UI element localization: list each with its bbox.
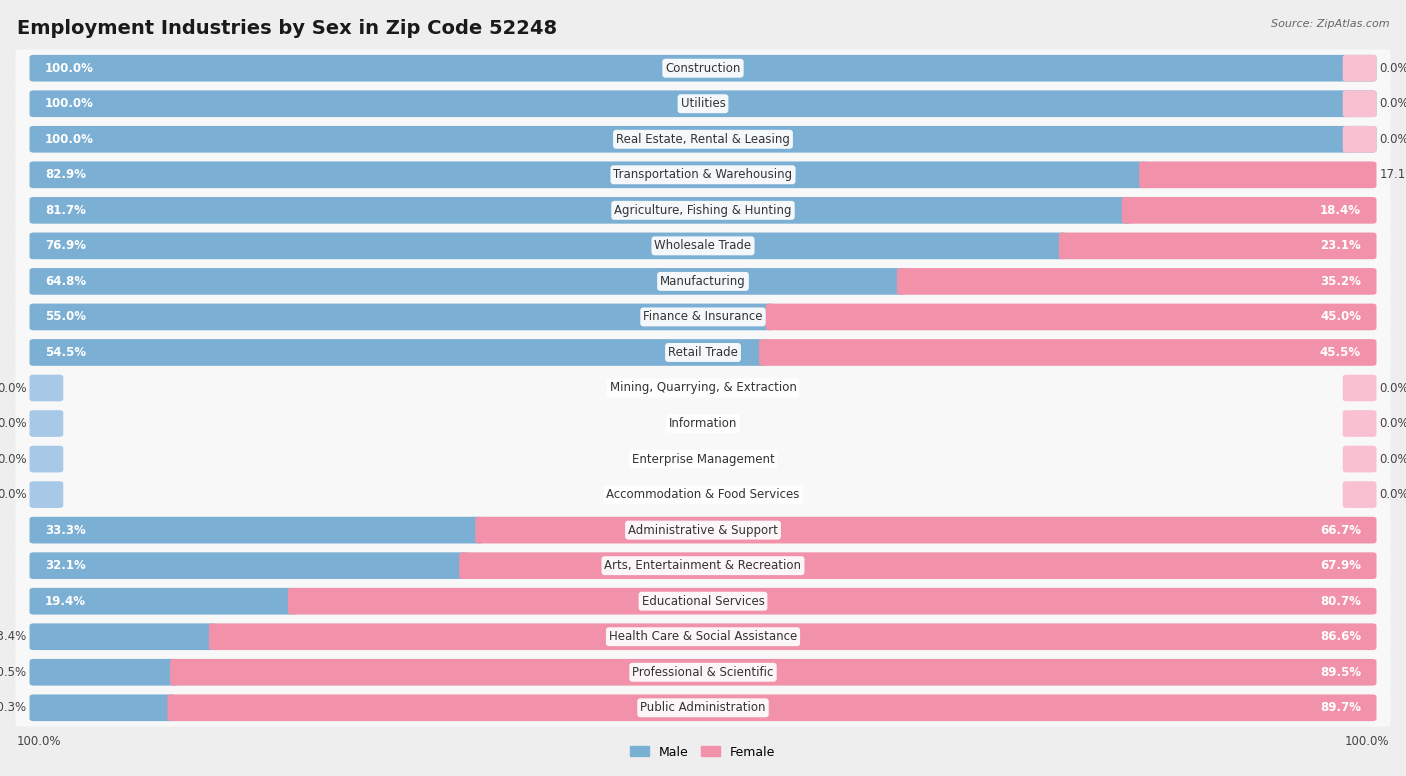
Text: 100.0%: 100.0% <box>45 97 94 110</box>
Text: 35.2%: 35.2% <box>1320 275 1361 288</box>
Text: 0.0%: 0.0% <box>0 417 27 430</box>
Text: Enterprise Management: Enterprise Management <box>631 452 775 466</box>
Text: 76.9%: 76.9% <box>45 239 86 252</box>
Text: 0.0%: 0.0% <box>1379 382 1406 394</box>
Text: Administrative & Support: Administrative & Support <box>628 524 778 537</box>
Text: 10.3%: 10.3% <box>0 702 27 714</box>
Text: Accommodation & Food Services: Accommodation & Food Services <box>606 488 800 501</box>
Text: 89.5%: 89.5% <box>1320 666 1361 679</box>
Text: 10.5%: 10.5% <box>0 666 27 679</box>
Text: Arts, Entertainment & Recreation: Arts, Entertainment & Recreation <box>605 559 801 572</box>
Text: 0.0%: 0.0% <box>1379 133 1406 146</box>
Text: Information: Information <box>669 417 737 430</box>
Text: Utilities: Utilities <box>681 97 725 110</box>
Text: 33.3%: 33.3% <box>45 524 86 537</box>
Text: 80.7%: 80.7% <box>1320 594 1361 608</box>
Text: 32.1%: 32.1% <box>45 559 86 572</box>
Text: 100.0%: 100.0% <box>45 133 94 146</box>
Text: Manufacturing: Manufacturing <box>661 275 745 288</box>
Text: 23.1%: 23.1% <box>1320 239 1361 252</box>
Text: 0.0%: 0.0% <box>1379 417 1406 430</box>
Text: 100.0%: 100.0% <box>17 735 62 747</box>
Text: 100.0%: 100.0% <box>45 62 94 74</box>
Text: 55.0%: 55.0% <box>45 310 86 324</box>
Text: Health Care & Social Assistance: Health Care & Social Assistance <box>609 630 797 643</box>
Text: Real Estate, Rental & Leasing: Real Estate, Rental & Leasing <box>616 133 790 146</box>
Text: 66.7%: 66.7% <box>1320 524 1361 537</box>
Legend: Male, Female: Male, Female <box>626 740 780 764</box>
Text: 86.6%: 86.6% <box>1320 630 1361 643</box>
Text: 82.9%: 82.9% <box>45 168 86 182</box>
Text: 13.4%: 13.4% <box>0 630 27 643</box>
Text: Construction: Construction <box>665 62 741 74</box>
Text: 0.0%: 0.0% <box>1379 62 1406 74</box>
Text: Source: ZipAtlas.com: Source: ZipAtlas.com <box>1271 19 1389 29</box>
Text: 0.0%: 0.0% <box>1379 452 1406 466</box>
Text: 0.0%: 0.0% <box>1379 97 1406 110</box>
Text: 17.1%: 17.1% <box>1379 168 1406 182</box>
Text: 0.0%: 0.0% <box>0 452 27 466</box>
Text: Public Administration: Public Administration <box>640 702 766 714</box>
Text: 54.5%: 54.5% <box>45 346 86 359</box>
Text: 45.0%: 45.0% <box>1320 310 1361 324</box>
Text: Employment Industries by Sex in Zip Code 52248: Employment Industries by Sex in Zip Code… <box>17 19 557 38</box>
Text: Retail Trade: Retail Trade <box>668 346 738 359</box>
Text: 45.5%: 45.5% <box>1320 346 1361 359</box>
Text: Agriculture, Fishing & Hunting: Agriculture, Fishing & Hunting <box>614 204 792 217</box>
Text: 67.9%: 67.9% <box>1320 559 1361 572</box>
Text: Wholesale Trade: Wholesale Trade <box>654 239 752 252</box>
Text: 0.0%: 0.0% <box>0 488 27 501</box>
Text: 0.0%: 0.0% <box>1379 488 1406 501</box>
Text: Mining, Quarrying, & Extraction: Mining, Quarrying, & Extraction <box>610 382 796 394</box>
Text: 81.7%: 81.7% <box>45 204 86 217</box>
Text: 100.0%: 100.0% <box>1344 735 1389 747</box>
Text: 89.7%: 89.7% <box>1320 702 1361 714</box>
Text: Professional & Scientific: Professional & Scientific <box>633 666 773 679</box>
Text: 64.8%: 64.8% <box>45 275 86 288</box>
Text: 19.4%: 19.4% <box>45 594 86 608</box>
Text: Finance & Insurance: Finance & Insurance <box>644 310 762 324</box>
Text: 0.0%: 0.0% <box>0 382 27 394</box>
Text: Transportation & Warehousing: Transportation & Warehousing <box>613 168 793 182</box>
Text: Educational Services: Educational Services <box>641 594 765 608</box>
Text: 18.4%: 18.4% <box>1320 204 1361 217</box>
